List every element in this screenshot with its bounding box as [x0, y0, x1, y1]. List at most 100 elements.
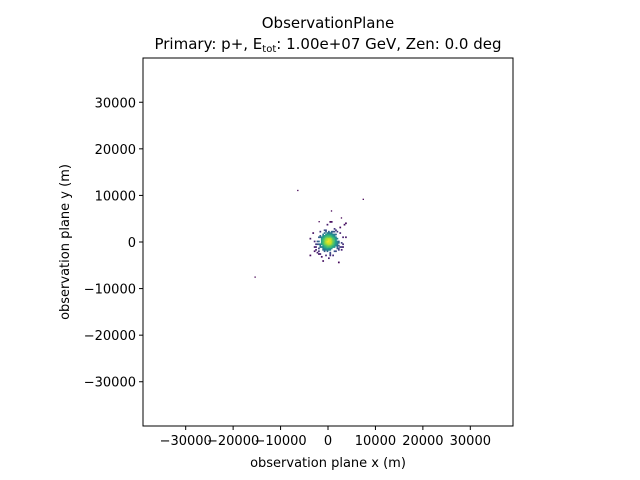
heatmap-cell [326, 223, 329, 226]
heatmap-cell [330, 240, 333, 243]
heatmap-cell [326, 235, 329, 237]
heatmap-cell [325, 229, 327, 232]
heatmap-cell [325, 246, 327, 248]
outlier-points [254, 189, 364, 278]
heatmap-cell [318, 243, 320, 246]
heatmap-cell [328, 233, 330, 236]
heatmap-cell [326, 236, 329, 239]
heatmap-cell [329, 246, 332, 248]
heatmap-cell [329, 242, 332, 244]
outlier-point [340, 217, 343, 219]
heatmap-cell [329, 251, 332, 254]
heatmap-cell [320, 236, 323, 239]
heatmap-cell [323, 232, 326, 234]
heatmap-cell [336, 237, 339, 240]
heatmap-cell [322, 260, 325, 262]
y-tick-label: −10000 [84, 283, 136, 298]
heatmap-cell [322, 236, 325, 239]
heatmap-cell [333, 239, 336, 241]
heatmap-cell [325, 239, 327, 241]
heatmap-cell [322, 244, 325, 247]
outlier-point [297, 189, 299, 192]
heatmap-cell [339, 232, 342, 234]
heatmap-cell [328, 242, 330, 244]
heatmap-cell [309, 237, 312, 240]
heatmap-cell [326, 247, 329, 250]
heatmap-cell [342, 243, 344, 246]
heatmap-cell [318, 253, 320, 255]
heatmap-cell [318, 240, 320, 243]
heatmap-cell [326, 244, 329, 247]
heatmap-cell [323, 239, 326, 241]
heatmap-cell [326, 237, 329, 240]
heatmap-cell [336, 242, 339, 244]
heatmap-cell [333, 246, 336, 248]
heatmap-cell [330, 233, 333, 236]
heatmap-cell [333, 236, 336, 239]
heatmap-cell [313, 246, 316, 248]
heatmap-cell [326, 233, 329, 236]
heatmap-cell [330, 247, 333, 250]
heatmap-cell [329, 236, 332, 239]
heatmap-cell [320, 242, 323, 244]
heatmap-cell [315, 243, 317, 246]
heatmap-cell [329, 247, 332, 250]
heatmap-cell [333, 228, 336, 230]
heatmap-cell [330, 221, 333, 223]
heatmap-cell [335, 229, 337, 232]
heatmap-cell [319, 230, 322, 233]
x-tick-label: 30000 [450, 434, 491, 449]
heatmap-cell [337, 244, 340, 247]
heatmap-cell [329, 237, 332, 240]
y-axis-ticks: −30000 −20000 −10000 0 10000 20000 30000 [84, 96, 143, 391]
heatmap-cell [332, 237, 334, 240]
heatmap-cell [336, 240, 339, 243]
outlier-point [330, 210, 333, 212]
heatmap-cell [325, 248, 327, 251]
heatmap-cell [325, 244, 327, 247]
x-tick-label: −10000 [254, 434, 306, 449]
heatmap-cell [325, 237, 327, 240]
heatmap-cell [330, 239, 333, 241]
heatmap-cell [332, 230, 334, 233]
heatmap-cell [312, 232, 315, 234]
heatmap-cell [313, 250, 316, 253]
heatmap-cell [328, 243, 330, 246]
y-tick-label: −30000 [84, 376, 136, 391]
heatmap-cell [323, 244, 326, 247]
heatmap-cell [329, 235, 332, 237]
chart-subtitle: Primary: p+, Etot: 1.00e+07 GeV, Zen: 0.… [0, 35, 640, 55]
heatmap-cell [330, 244, 333, 247]
heatmap-cell [330, 235, 333, 237]
heatmap-cell [323, 235, 326, 237]
heatmap-cell [335, 242, 337, 244]
heatmap-cell [335, 239, 337, 241]
x-tick-label: 10000 [355, 434, 396, 449]
heatmap-cell [326, 243, 329, 246]
heatmap-cell [333, 235, 336, 237]
heatmap-cell [322, 235, 325, 237]
heatmap-cell [328, 248, 330, 251]
heatmap-cell [309, 254, 312, 257]
heatmap-cell [340, 248, 343, 251]
heatmap-cell [313, 240, 316, 243]
heatmap-cell [330, 236, 333, 239]
heatmap-cell [326, 232, 329, 234]
y-tick-label: 10000 [95, 189, 136, 204]
heatmap-cell [343, 223, 346, 226]
heatmap-cell [318, 247, 320, 250]
heatmap-cell [315, 246, 317, 248]
heatmap-cell [326, 239, 329, 241]
heatmap-cell [336, 243, 339, 246]
heatmap-cell [322, 246, 325, 248]
heatmap-cell [335, 243, 337, 246]
heatmap-cell [316, 240, 319, 243]
heatmap-cell [337, 242, 340, 244]
heatmap-cell [319, 253, 322, 255]
heatmap-cell [319, 246, 322, 248]
heatmap-cell [319, 244, 322, 247]
heatmap-cell [336, 246, 339, 248]
chart-title: ObservationPlane [261, 14, 395, 32]
heatmap-cell [340, 242, 343, 244]
